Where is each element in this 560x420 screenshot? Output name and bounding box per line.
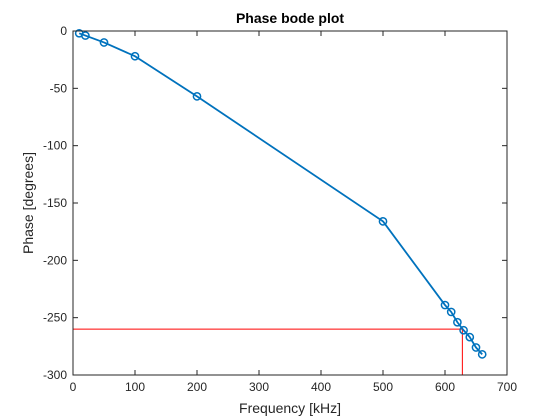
x-axis-ticks: 0 100 200 300 400 500 600 700	[70, 31, 517, 394]
x-tick-label: 100	[125, 380, 145, 394]
y-tick-label: -50	[50, 81, 68, 95]
data-point-marker	[99, 38, 109, 47]
series-layer	[74, 28, 487, 359]
x-tick-label: 700	[497, 380, 517, 394]
series-line	[78, 32, 483, 355]
x-tick-label: 400	[311, 380, 331, 394]
y-tick-label: -300	[43, 368, 67, 382]
data-point-marker	[477, 350, 487, 359]
x-tick-label: 600	[435, 380, 455, 394]
data-point-marker	[459, 325, 468, 335]
x-tick-label: 500	[373, 380, 393, 394]
data-point-marker	[440, 300, 450, 310]
x-tick-label: 300	[249, 380, 269, 394]
y-tick-label: -100	[43, 139, 67, 153]
data-point-marker	[446, 307, 456, 317]
data-point-marker	[453, 317, 462, 327]
x-axis-label: Frequency [kHz]	[239, 400, 341, 416]
chart-title: Phase bode plot	[236, 10, 344, 26]
x-tick-label: 200	[187, 380, 207, 394]
reference-lines	[73, 328, 463, 375]
y-tick-label: 0	[60, 24, 67, 38]
data-point-marker	[81, 31, 90, 40]
data-point-marker	[130, 51, 140, 61]
data-point-marker	[471, 343, 481, 352]
y-tick-label: -200	[43, 253, 67, 267]
y-tick-label: -150	[43, 196, 67, 210]
y-axis-label: Phase [degrees]	[20, 152, 36, 254]
y-tick-label: -250	[43, 311, 67, 325]
x-tick-label: 0	[70, 380, 77, 394]
plot-area	[73, 31, 507, 375]
data-point-marker	[378, 216, 388, 226]
data-point-marker	[192, 92, 202, 101]
data-point-marker	[465, 332, 475, 342]
y-axis-ticks: 0 -50 -100 -150 -200 -250 -300	[43, 24, 507, 382]
